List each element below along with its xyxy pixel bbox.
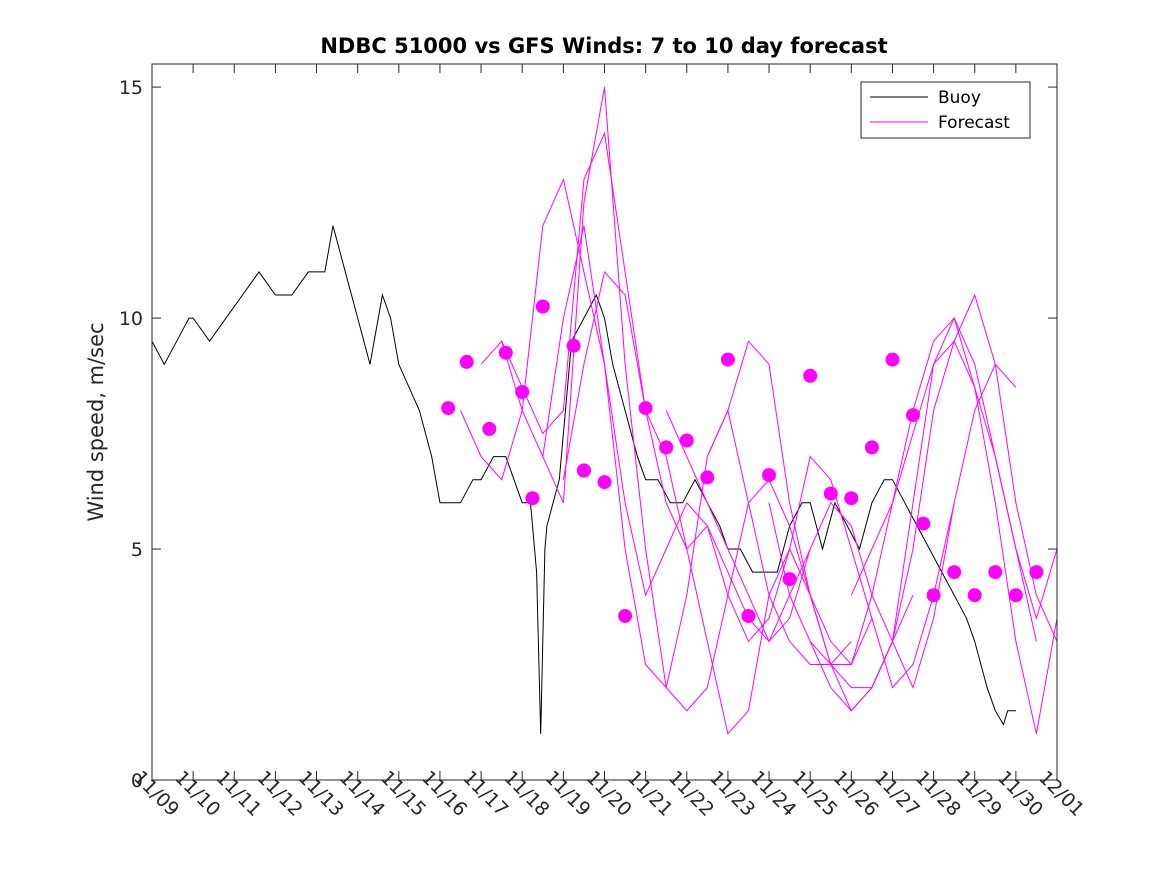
forecast-marker <box>618 609 633 623</box>
forecast-series-layer <box>460 87 1058 735</box>
forecast-marker <box>1008 588 1023 603</box>
y-tick-label: 5 <box>131 539 143 561</box>
buoy-series-layer <box>151 225 1016 734</box>
legend-forecast-label: Forecast <box>938 113 1010 133</box>
forecast-marker <box>482 421 497 436</box>
forecast-marker <box>498 345 513 360</box>
forecast-marker <box>864 440 879 455</box>
y-tick-label: 15 <box>119 77 143 99</box>
forecast-marker <box>459 354 474 369</box>
x-tick-label: 12/01 <box>1034 767 1088 821</box>
forecast-line-9 <box>809 340 1058 734</box>
forecast-marker <box>762 468 776 483</box>
forecast-marker <box>967 588 982 603</box>
y-tick-label: 10 <box>119 308 143 330</box>
forecast-marker <box>741 609 756 623</box>
forecast-marker <box>885 352 900 367</box>
legend: Buoy Forecast <box>860 81 1031 139</box>
y-tick-label: 0 <box>131 770 143 792</box>
forecast-marker <box>515 385 530 399</box>
forecast-marker <box>441 401 456 416</box>
forecast-marker <box>988 565 1003 580</box>
forecast-line-6 <box>665 363 1017 690</box>
forecast-marker <box>926 588 941 603</box>
forecast-line-5 <box>562 270 955 735</box>
forecast-marker <box>638 401 653 416</box>
forecast-line-1 <box>460 177 811 643</box>
legend-buoy-label: Buoy <box>938 88 981 108</box>
forecast-line-10 <box>850 317 1058 621</box>
y-axis-label: Wind speed, m/sec <box>84 322 108 521</box>
forecast-marker <box>659 440 674 455</box>
buoy-line <box>151 225 1016 734</box>
forecast-marker <box>525 491 540 506</box>
forecast-markers-layer <box>441 299 1044 623</box>
forecast-marker <box>679 433 694 448</box>
forecast-marker <box>700 470 715 485</box>
forecast-marker <box>844 491 859 506</box>
forecast-marker <box>566 338 581 353</box>
plot-background <box>152 64 1057 780</box>
forecast-marker <box>720 352 735 367</box>
forecast-marker <box>947 565 962 580</box>
forecast-marker <box>916 516 931 531</box>
forecast-marker <box>782 572 797 587</box>
forecast-marker <box>597 475 612 490</box>
forecast-marker <box>803 368 818 383</box>
legend-box <box>860 81 1031 139</box>
chart-title: NDBC 51000 vs GFS Winds: 7 to 10 day for… <box>320 34 887 58</box>
forecast-line-8 <box>768 293 1058 712</box>
forecast-marker <box>576 463 591 478</box>
forecast-marker <box>906 408 920 423</box>
forecast-marker <box>1029 565 1044 580</box>
forecast-marker <box>535 299 550 314</box>
forecast-marker <box>823 486 838 501</box>
